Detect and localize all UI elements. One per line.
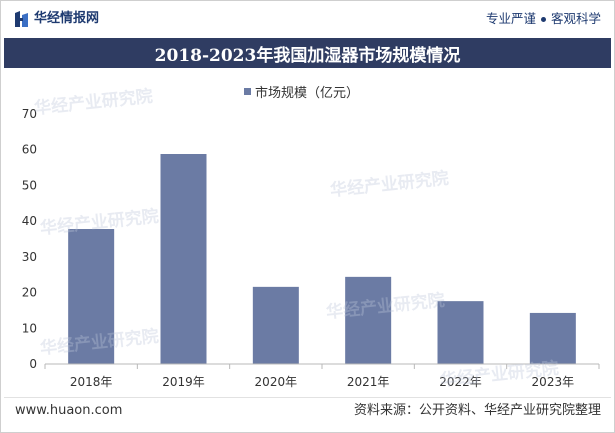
legend-label: 市场规模（亿元） <box>255 85 360 101</box>
legend-swatch <box>244 87 251 95</box>
bar-2023 <box>529 312 576 364</box>
header: 华经情报网 专业严谨 客观科学 <box>0 0 615 36</box>
watermark-text: 华经产业研究院 <box>329 168 450 201</box>
watermark-text: 华经产业研究院 <box>39 206 160 239</box>
x-tick-label: 2021年 <box>347 375 390 389</box>
logo-text: 华经情报网 <box>34 11 100 26</box>
y-tick-label: 60 <box>22 143 37 157</box>
x-tick-label: 2019年 <box>162 375 205 389</box>
x-tick-label: 2023年 <box>532 375 575 389</box>
y-tick-label: 10 <box>22 321 37 335</box>
slogan-separator-dot <box>540 16 546 22</box>
y-tick-label: 30 <box>22 250 37 264</box>
slogan-right: 客观科学 <box>550 11 601 26</box>
huaon-logo-icon <box>15 11 28 27</box>
y-tick-label: 70 <box>22 107 37 121</box>
slogan-left: 专业严谨 <box>485 11 536 26</box>
title-bar: 2018-2023年我国加湿器市场规模情况 <box>4 38 611 68</box>
bar-2018 <box>68 229 115 364</box>
bar-2020 <box>252 286 299 364</box>
watermark-text: 华经产业研究院 <box>325 290 446 323</box>
chart-title: 2018-2023年我国加湿器市场规模情况 <box>154 45 461 66</box>
watermark-text: 华经产业研究院 <box>39 326 160 359</box>
watermark-text: 华经产业研究院 <box>33 86 154 119</box>
bar-2022 <box>437 301 484 364</box>
legend: 市场规模（亿元） <box>244 83 360 101</box>
y-tick-label: 0 <box>29 357 37 371</box>
x-tick-label: 2022年 <box>439 375 482 389</box>
watermark-text: 华经产业研究院 <box>439 358 560 391</box>
y-tick-label: 50 <box>22 178 37 192</box>
x-tick-label: 2018年 <box>70 375 113 389</box>
footer: www.huaon.com 资料来源：公开资料、华经产业研究院整理 <box>4 397 611 425</box>
bar-2019 <box>160 154 207 364</box>
source-note: 资料来源：公开资料、华经产业研究院整理 <box>353 403 601 418</box>
y-tick-label: 40 <box>22 214 37 228</box>
slogan: 专业严谨 客观科学 <box>486 10 601 28</box>
y-tick-label: 20 <box>22 286 37 300</box>
website-label: www.huaon.com <box>15 403 123 418</box>
bar-2021 <box>345 276 392 364</box>
x-tick-label: 2020年 <box>255 375 298 389</box>
